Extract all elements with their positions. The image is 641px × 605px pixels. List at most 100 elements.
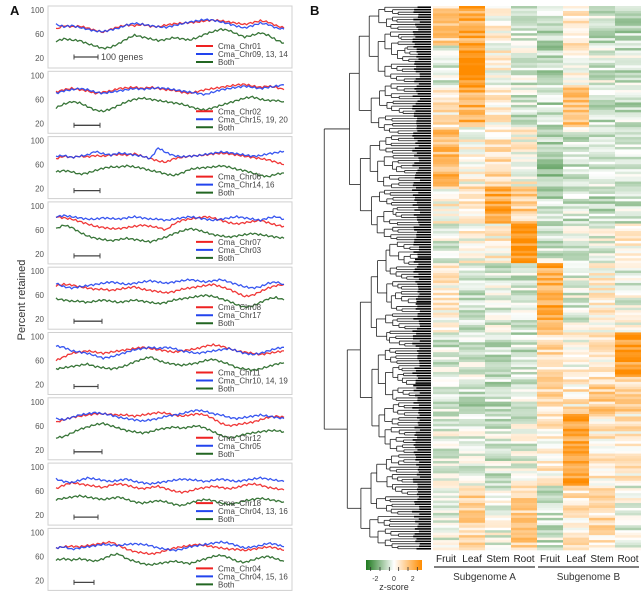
heatmap-cell	[537, 456, 564, 459]
heatmap-cell	[615, 411, 641, 415]
heatmap-cell	[563, 208, 590, 212]
heatmap-cell	[485, 315, 512, 318]
heatmap-cell	[433, 206, 460, 210]
heatmap-cell	[485, 460, 512, 464]
heatmap-cell	[459, 510, 486, 514]
heatmap-cell	[615, 470, 641, 474]
heatmap-cell	[563, 428, 590, 432]
heatmap-cell	[615, 535, 641, 538]
heatmap-cell	[589, 297, 616, 301]
heatmap-cell	[589, 515, 616, 519]
heatmap-cell	[563, 332, 590, 336]
heatmap-cell	[511, 364, 538, 368]
heatmap-cell	[511, 292, 538, 296]
heatmap-cell	[615, 317, 641, 321]
heatmap-cell	[589, 33, 616, 36]
heatmap-cell	[563, 478, 590, 482]
heatmap-cell	[537, 292, 564, 296]
heatmap-cell	[459, 404, 486, 407]
heatmap-cell	[615, 371, 641, 375]
heatmap-cell	[537, 433, 564, 437]
heatmap-cell	[485, 498, 512, 501]
heatmap-cell	[511, 13, 538, 17]
heatmap-cell	[511, 344, 538, 348]
heatmap-cell	[537, 166, 564, 170]
heatmap-cell	[485, 475, 512, 479]
heatmap-cell	[433, 50, 460, 54]
heatmap-cell	[589, 268, 616, 271]
heatmap-cell	[459, 235, 486, 239]
heatmap-cell	[537, 62, 564, 66]
heatmap-cell	[485, 97, 512, 101]
heatmap-cell	[589, 436, 616, 440]
heatmap-cell	[563, 40, 590, 44]
heatmap-cell	[537, 137, 564, 140]
y-tick-label: 100	[31, 528, 45, 537]
heatmap-cell	[589, 250, 616, 254]
heatmap-cell	[485, 85, 512, 88]
heatmap-cell	[485, 483, 512, 487]
heatmap-cell	[459, 347, 486, 351]
y-tick-label: 60	[35, 95, 44, 104]
heatmap-cell	[511, 231, 538, 234]
heatmap-cell	[511, 507, 538, 511]
heatmap-cell	[537, 446, 564, 449]
heatmap-cell	[589, 6, 616, 9]
heatmap-cell	[537, 320, 564, 323]
y-tick-label: 60	[35, 552, 44, 561]
heatmap-cell	[485, 149, 512, 153]
heatmap-cell	[563, 542, 590, 546]
heatmap-cell	[615, 75, 641, 79]
heatmap-cell	[511, 463, 538, 467]
heatmap-cell	[563, 87, 590, 91]
heatmap-cell	[537, 25, 564, 29]
heatmap-cell	[485, 263, 512, 266]
heatmap-cell	[459, 460, 486, 464]
heatmap-cell	[485, 362, 512, 365]
heatmap-cell	[433, 507, 460, 511]
heatmap-cell	[615, 263, 641, 266]
heatmap-cell	[485, 70, 512, 74]
heatmap-cell	[615, 409, 641, 412]
heatmap-cell	[433, 391, 460, 395]
heatmap-cell	[589, 305, 616, 308]
heatmap-cell	[511, 470, 538, 474]
heatmap-cell	[563, 127, 590, 130]
heatmap-cell	[615, 65, 641, 69]
heatmap-cell	[433, 290, 460, 294]
heatmap-cell	[433, 75, 460, 79]
heatmap-cell	[459, 193, 486, 197]
heatmap-cell	[459, 446, 486, 449]
heatmap-cell	[589, 109, 616, 113]
heatmap-cell	[511, 102, 538, 106]
heatmap-cell	[563, 490, 590, 494]
heatmap-cell	[537, 35, 564, 39]
heatmap-cell	[537, 530, 564, 533]
heatmap-cell	[589, 488, 616, 491]
heatmap-cell	[589, 211, 616, 215]
heatmap-cell	[563, 211, 590, 215]
heatmap-cell	[485, 441, 512, 444]
heatmap-cell	[511, 530, 538, 533]
heatmap-cell	[485, 285, 512, 289]
heatmap-cell	[485, 62, 512, 66]
heatmap-cell	[511, 40, 538, 44]
heatmap-cell	[537, 95, 564, 98]
heatmap-cell	[589, 179, 616, 182]
heatmap-cell	[459, 40, 486, 44]
heatmap-cell	[563, 389, 590, 393]
heatmap-cell	[615, 60, 641, 64]
heatmap-cell	[537, 367, 564, 370]
heatmap-cell	[459, 149, 486, 153]
heatmap-cell	[563, 295, 590, 299]
heatmap-cell	[589, 166, 616, 170]
legend-label: Cma_Chr12	[218, 434, 262, 443]
heatmap-cell	[459, 290, 486, 294]
heatmap-cell	[485, 35, 512, 39]
heatmap-cell	[563, 426, 590, 430]
heatmap-cell	[563, 104, 590, 108]
heatmap-cell	[485, 493, 512, 496]
heatmap-cell	[615, 43, 641, 46]
heatmap-cell	[485, 57, 512, 61]
